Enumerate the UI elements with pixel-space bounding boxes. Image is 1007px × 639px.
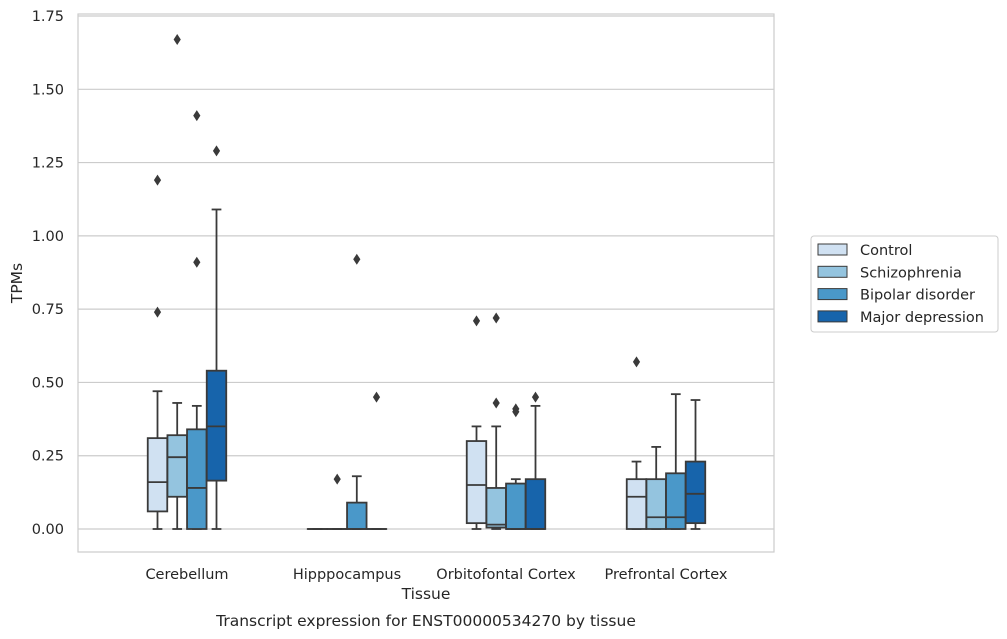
legend: Control Schizophrenia Bipolar disorder Majo…	[810, 235, 999, 333]
y-tick-label: 0.75	[32, 302, 64, 318]
box-item	[684, 399, 707, 530]
box-item	[166, 33, 188, 530]
box-body	[645, 478, 667, 530]
x-axis-label: Tissue	[401, 585, 451, 603]
legend-swatch	[817, 265, 848, 278]
x-tick-label: Cerebellum	[145, 567, 228, 583]
legend-frame	[810, 235, 999, 333]
outlier-point	[193, 110, 201, 122]
outlier-point	[333, 473, 341, 485]
box-item	[346, 253, 368, 530]
box-body	[485, 487, 507, 529]
boxes-group	[146, 33, 707, 530]
outlier-point	[492, 312, 500, 324]
box-body	[186, 428, 208, 530]
chart-caption: Transcript expression for ENST0000053427…	[215, 612, 636, 630]
legend-swatch	[817, 310, 848, 323]
x-tick-label: Prefrontal Cortex	[605, 567, 728, 583]
box-item	[146, 174, 169, 530]
outlier-point	[173, 33, 181, 45]
box-item	[205, 145, 228, 530]
box-item	[665, 393, 687, 530]
x-tick-label: Hipppocampus	[293, 567, 401, 583]
y-tick-label: 0.50	[32, 375, 64, 391]
box-item	[625, 356, 648, 530]
box-body	[524, 478, 547, 530]
box-body	[146, 437, 169, 513]
x-ticks: Cerebellum Hipppocampus Orbitofontal Corte…	[145, 567, 727, 583]
legend-label: Schizophrenia	[860, 265, 962, 281]
box-body	[625, 478, 648, 530]
outlier-point	[353, 253, 361, 265]
outlier-point	[512, 403, 520, 415]
box-item	[465, 315, 488, 530]
box-body	[346, 501, 368, 530]
y-ticks: 0.00 0.25 0.50 0.75 1.00 1.25 1.50 1.75	[32, 9, 64, 538]
y-tick-label: 0.25	[32, 449, 64, 465]
box-body	[684, 460, 707, 525]
outlier-point	[632, 356, 641, 368]
y-tick-label: 1.50	[32, 82, 64, 98]
box-body	[166, 434, 188, 498]
box-body	[505, 482, 527, 530]
box-item	[524, 391, 547, 530]
legend-label: Control	[860, 243, 912, 259]
box-body	[665, 472, 687, 530]
x-tick-label: Orbitofontal Cortex	[436, 567, 576, 583]
y-axis-label: TPMs	[8, 263, 26, 304]
outlier-point	[193, 256, 201, 268]
legend-swatch	[817, 288, 848, 301]
legend-swatch	[817, 243, 848, 256]
y-tick-label: 1.25	[32, 156, 64, 172]
outlier-point	[531, 391, 540, 403]
outlier-point	[212, 145, 221, 157]
outlier-point	[153, 306, 162, 318]
legend-label: Major depression	[860, 310, 984, 326]
outlier-point	[472, 315, 481, 327]
outlier-point	[153, 174, 162, 186]
legend-label: Bipolar disorder	[860, 288, 975, 304]
box-item	[365, 391, 388, 530]
box-body	[465, 440, 488, 525]
y-tick-label: 0.00	[32, 522, 64, 538]
y-tick-label: 1.00	[32, 229, 64, 245]
outlier-point	[492, 397, 500, 409]
outlier-point	[372, 391, 381, 403]
y-tick-label: 1.75	[32, 9, 64, 25]
